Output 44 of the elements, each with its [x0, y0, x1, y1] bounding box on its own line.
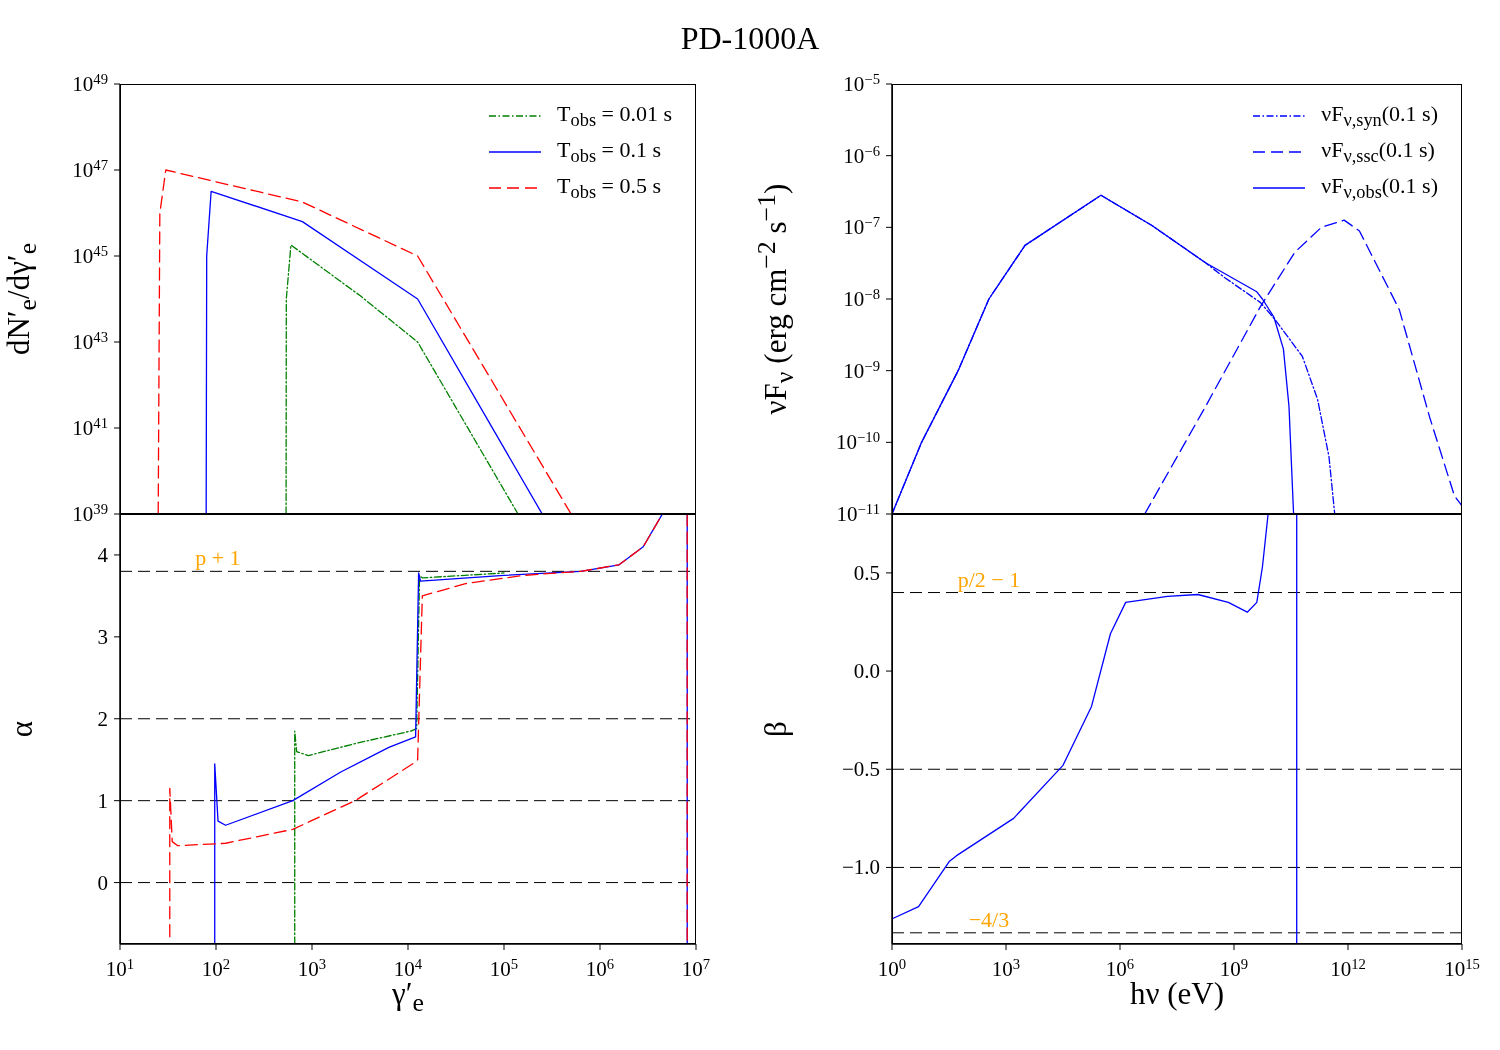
ref-line-label: −4/3 [968, 906, 1010, 932]
y-axis-title: α [4, 720, 40, 738]
y-tick-label: 10$^{−5}$ [843, 71, 880, 96]
y-tick-label: 10$^{−8}$ [843, 286, 880, 311]
x-tick-label: 10$^{2}$ [201, 956, 231, 981]
y-tick-label: 10$^{−6}$ [843, 142, 880, 168]
y-tick-label: 2 [97, 706, 108, 731]
x-tick-label: 10$^{7}$ [681, 956, 711, 981]
y-tick-label: 10$^{45}$ [72, 243, 108, 268]
y-tick-label: 3 [97, 624, 108, 649]
y-tick-label: 10$^{−10}$ [836, 429, 880, 455]
y-tick-label: 0.5 [853, 560, 880, 585]
x-tick-label: 10$^{1}$ [105, 956, 135, 981]
x-tick-label: 10$^{3}$ [991, 956, 1021, 981]
y-tick-label: 0 [97, 870, 108, 895]
y-tick-label: 0.0 [853, 659, 880, 684]
y-tick-label: 10$^{−7}$ [843, 214, 880, 240]
y-tick-label: −1.0 [841, 855, 880, 880]
y-tick-label: −0.5 [841, 757, 880, 782]
y-tick-label: 10$^{41}$ [72, 415, 108, 440]
y-tick-label: 4 [97, 542, 109, 567]
y-tick-label: 1 [97, 788, 108, 813]
y-tick-label: 10$^{47}$ [72, 157, 108, 182]
y-tick-label: 10$^{49}$ [72, 71, 108, 96]
legend-label: νF$_{ν,obs}$(0.1 s) [1321, 172, 1438, 204]
x-tick-label: 10$^{15}$ [1444, 956, 1480, 981]
y-tick-label: 10$^{39}$ [72, 501, 108, 526]
x-tick-label: 10$^{0}$ [877, 956, 907, 981]
x-tick-label: 10$^{6}$ [585, 956, 615, 981]
y-axis-title: β [758, 721, 794, 737]
chart-title: PD-1000A [679, 20, 821, 57]
legend-label: νF$_{ν,syn}$(0.1 s) [1321, 100, 1438, 132]
legend-label: T$_{obs}$ = 0.01 s [557, 100, 672, 132]
x-tick-label: 10$^{12}$ [1330, 956, 1366, 981]
y-tick-label: 10$^{−11}$ [836, 501, 880, 526]
y-tick-label: 10$^{−9}$ [843, 357, 880, 383]
legend-label: T$_{obs}$ = 0.1 s [557, 136, 661, 168]
x-tick-label: 10$^{5}$ [489, 956, 519, 981]
legend-label: T$_{obs}$ = 0.5 s [557, 172, 661, 204]
ref-line-label: p/2 − 1 [957, 566, 1021, 592]
legend-label: νF$_{ν,ssc}$(0.1 s) [1321, 136, 1435, 168]
y-tick-label: 10$^{43}$ [72, 329, 108, 354]
x-tick-label: 10$^{3}$ [297, 956, 327, 981]
ref-line-label: p + 1 [195, 545, 241, 571]
